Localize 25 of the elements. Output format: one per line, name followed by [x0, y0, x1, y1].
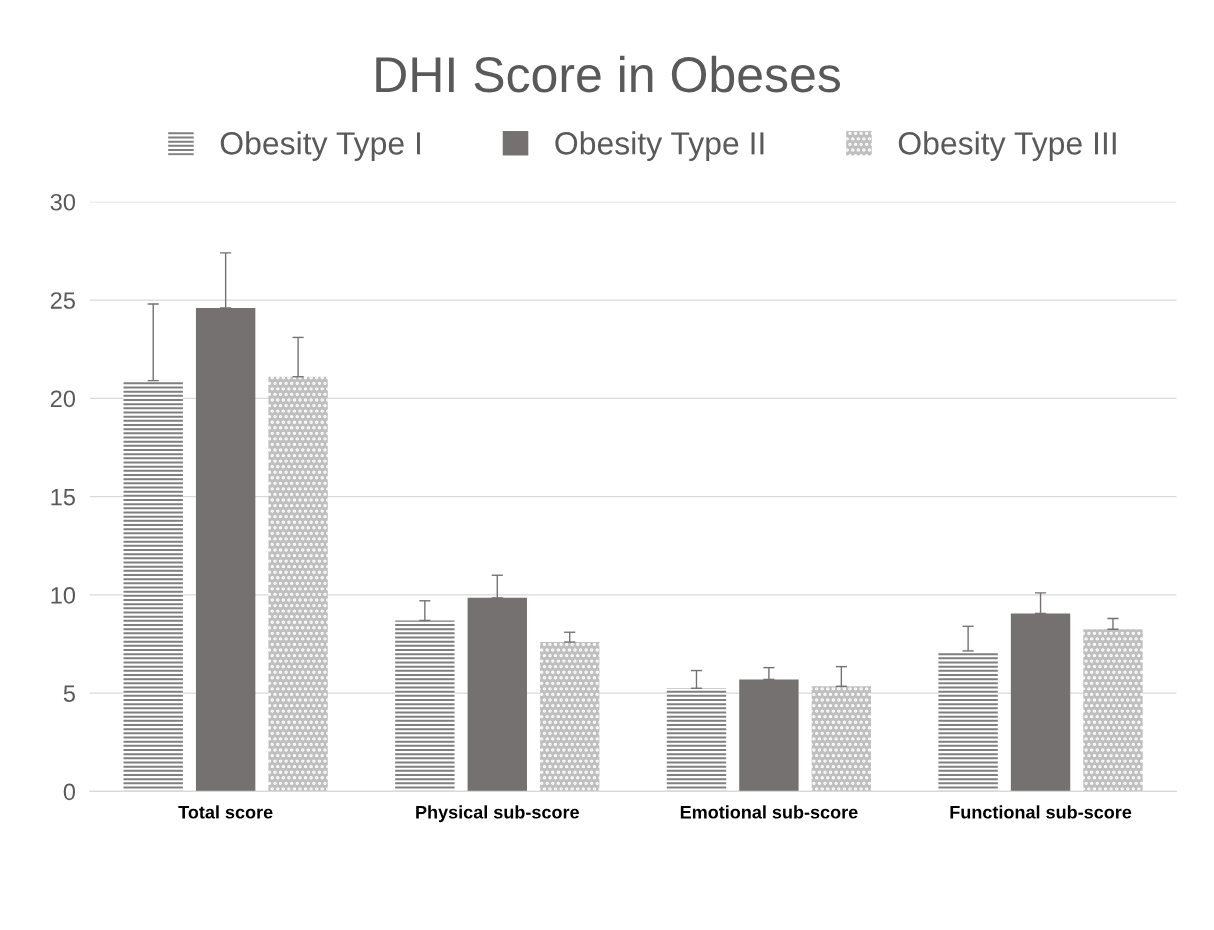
y-tick-label: 30	[50, 193, 76, 211]
bar	[395, 620, 455, 792]
x-tick-label: Functional sub-score	[950, 805, 1132, 819]
bar	[1083, 629, 1143, 792]
y-tick-label: 10	[51, 586, 76, 604]
y-tick-label: 25	[50, 292, 75, 309]
bar	[268, 376, 328, 792]
x-tick-label: Emotional sub-score	[680, 805, 858, 819]
bar	[195, 307, 256, 792]
bar	[666, 688, 727, 792]
bar	[811, 686, 872, 792]
y-tick-label: 0	[63, 783, 76, 801]
bar	[938, 650, 998, 792]
y-tick-label: 5	[63, 685, 75, 702]
legend-label: Obesity Type III	[898, 131, 1116, 161]
chart-title: DHI Score in Obeses	[376, 55, 841, 93]
y-tick-label: 15	[51, 488, 75, 506]
bar	[540, 642, 600, 792]
x-tick-label: Physical sub-score	[416, 805, 579, 823]
bar	[467, 597, 527, 792]
legend-label: Obesity Type I	[220, 131, 420, 161]
y-tick-label: 20	[50, 390, 76, 408]
bar	[123, 380, 183, 792]
x-tick-label: Total score	[178, 805, 273, 819]
legend-label: Obesity Type II	[555, 131, 764, 161]
